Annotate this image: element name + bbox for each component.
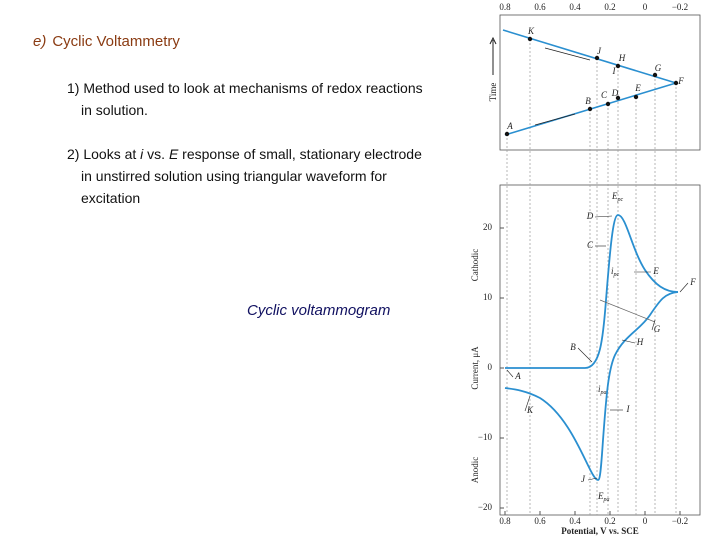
y-tick-label: 10 bbox=[483, 292, 493, 302]
curve bbox=[505, 214, 679, 369]
x-tick-label: 0.2 bbox=[604, 516, 615, 526]
point bbox=[615, 63, 621, 69]
text: i bbox=[140, 146, 144, 162]
x-tick-label: −0.2 bbox=[672, 2, 688, 12]
x-tick-label: 0.8 bbox=[499, 516, 511, 526]
x-tick-label: 0 bbox=[643, 516, 648, 526]
axis-label: Time bbox=[488, 83, 498, 102]
point-label: F bbox=[677, 76, 684, 86]
point-label: E bbox=[634, 83, 641, 93]
frame bbox=[499, 184, 701, 516]
text: pa bbox=[603, 497, 610, 503]
point-label: G bbox=[654, 324, 661, 334]
x-tick-label: 0 bbox=[643, 2, 648, 12]
axis-label: Anodic bbox=[470, 457, 480, 484]
point bbox=[605, 101, 611, 107]
x-tick-label: −0.2 bbox=[672, 516, 688, 526]
point bbox=[615, 95, 621, 101]
text: i bbox=[611, 266, 614, 276]
point-label: H bbox=[618, 53, 626, 63]
point bbox=[594, 55, 600, 61]
point-label: I bbox=[612, 66, 617, 76]
peak-label: ipc bbox=[611, 266, 620, 278]
arrow bbox=[489, 36, 497, 45]
x-tick-label: 0.2 bbox=[604, 2, 615, 12]
arrow bbox=[679, 282, 689, 293]
text: E bbox=[168, 146, 179, 162]
point-label: D bbox=[586, 211, 594, 221]
arrow bbox=[587, 477, 598, 481]
arrow bbox=[651, 319, 656, 331]
axis-label: Cathodic bbox=[470, 249, 480, 282]
frame bbox=[499, 14, 701, 151]
point-label: J bbox=[597, 46, 602, 56]
point-label: H bbox=[636, 337, 644, 347]
point-label: A bbox=[506, 121, 513, 131]
point bbox=[504, 131, 510, 137]
arrow bbox=[621, 339, 636, 344]
y-tick-label: −20 bbox=[478, 502, 493, 512]
point-label: I bbox=[626, 404, 631, 414]
text: E bbox=[597, 491, 604, 501]
peak-label: Epc bbox=[611, 191, 624, 203]
heading-label: e) bbox=[33, 33, 47, 50]
y-tick-label: −10 bbox=[478, 432, 493, 442]
peak-label: ipa bbox=[598, 384, 607, 396]
text: response of small, stationary electrode … bbox=[81, 146, 422, 206]
text: E bbox=[611, 191, 618, 201]
point-label: B bbox=[585, 96, 591, 106]
x-tick-label: 0.6 bbox=[534, 516, 546, 526]
y-tick-label: 0 bbox=[488, 362, 493, 372]
x-tick-label: 0.6 bbox=[534, 2, 546, 12]
arrow bbox=[524, 395, 531, 412]
point-label: C bbox=[587, 240, 594, 250]
point-label: D bbox=[611, 88, 619, 98]
point-label: F bbox=[689, 277, 696, 287]
axis-label: Potential, V vs. SCE bbox=[561, 526, 638, 536]
bullet: 1) Method used to look at mechanisms of … bbox=[67, 80, 423, 118]
arrow bbox=[506, 369, 514, 378]
axis-label: Current, μA bbox=[470, 346, 480, 390]
point bbox=[527, 36, 533, 42]
text: 2) Looks at bbox=[67, 146, 141, 162]
point-label: E bbox=[652, 266, 659, 276]
point bbox=[673, 80, 679, 86]
x-tick-label: 0.4 bbox=[569, 516, 581, 526]
arrow bbox=[594, 215, 613, 218]
heading-title: Cyclic Voltammetry bbox=[52, 33, 180, 50]
caption: Cyclic voltammogram bbox=[247, 302, 391, 319]
point bbox=[633, 94, 639, 100]
point-label: J bbox=[581, 474, 586, 484]
x-tick-label: 0.4 bbox=[569, 2, 581, 12]
text: pc bbox=[613, 272, 620, 278]
y-tick-label: 20 bbox=[483, 222, 493, 232]
text: pa bbox=[600, 390, 607, 396]
heading: e) Cyclic Voltammetry bbox=[33, 33, 180, 50]
point-label: C bbox=[601, 90, 608, 100]
point bbox=[587, 106, 593, 112]
point-label: A bbox=[514, 371, 521, 381]
arrow bbox=[577, 347, 593, 363]
arrow bbox=[534, 113, 576, 126]
point-label: B bbox=[570, 342, 576, 352]
point-label: G bbox=[655, 63, 662, 73]
point bbox=[652, 72, 658, 78]
arrow bbox=[544, 47, 591, 61]
curve bbox=[504, 291, 679, 481]
point-label: K bbox=[527, 26, 535, 36]
text: vs. bbox=[143, 146, 169, 162]
point-label: K bbox=[526, 405, 534, 415]
x-tick-label: 0.8 bbox=[499, 2, 511, 12]
text: i bbox=[598, 384, 601, 394]
text: pc bbox=[617, 197, 624, 203]
guides bbox=[506, 39, 677, 515]
bullet: 2) Looks at i vs. E response of small, s… bbox=[67, 143, 426, 209]
peak-label: Epa bbox=[597, 491, 610, 503]
baseline bbox=[599, 299, 656, 323]
